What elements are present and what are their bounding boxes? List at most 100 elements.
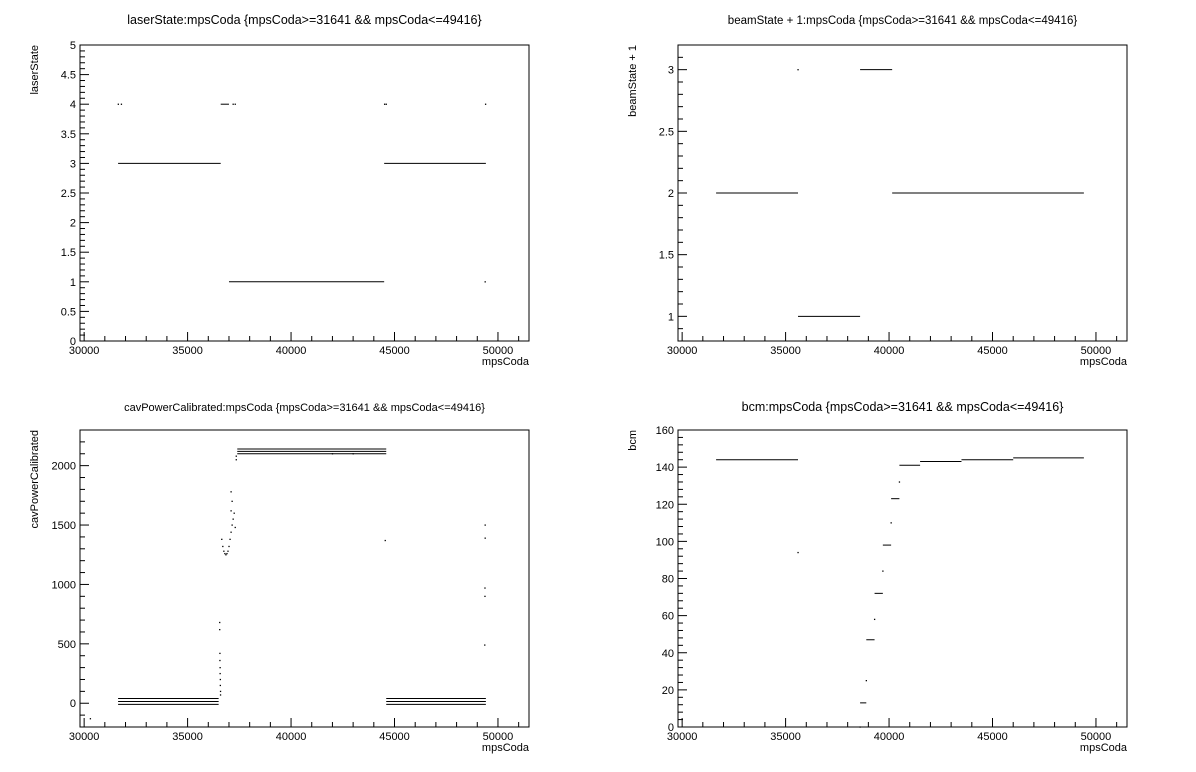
chart-panel-1: beamState + 1:mpsCoda {mpsCoda>=31641 &&… — [627, 15, 1128, 368]
data-point — [223, 550, 225, 552]
data-point — [331, 453, 334, 455]
chart-panel-0: laserState:mpsCoda {mpsCoda>=31641 && mp… — [29, 13, 530, 368]
y-tick-label: 2 — [668, 188, 674, 200]
y-tick-label: 1 — [70, 277, 76, 289]
y-tick-label: 0 — [668, 722, 674, 734]
data-point — [219, 690, 222, 693]
x-tick-label: 30000 — [667, 731, 698, 743]
data-point — [859, 726, 861, 728]
data-point — [219, 628, 221, 631]
data-point — [89, 718, 92, 720]
data-point — [873, 618, 876, 621]
data-point — [484, 524, 486, 526]
plot-frame — [79, 44, 530, 342]
data-point — [226, 552, 228, 555]
data-point — [221, 538, 223, 540]
data-point — [230, 510, 232, 512]
data-point — [225, 554, 227, 556]
data-point — [484, 595, 486, 598]
data-point — [219, 652, 221, 655]
data-point — [890, 522, 892, 524]
data-point — [117, 103, 119, 105]
chart-title: beamState + 1:mpsCoda {mpsCoda>=31641 &&… — [728, 15, 1078, 27]
y-tick-label: 80 — [662, 574, 674, 586]
data-point — [229, 538, 231, 540]
x-tick-label: 40000 — [874, 731, 905, 743]
data-point — [898, 481, 901, 483]
x-tick-label: 30000 — [69, 731, 100, 743]
x-tick-label: 45000 — [379, 345, 410, 357]
y-tick-label: 4.5 — [61, 70, 76, 82]
plot-frame — [79, 429, 530, 728]
x-tick-label: 30000 — [667, 345, 698, 357]
data-point — [233, 512, 235, 514]
y-tick-label: 60 — [662, 611, 674, 623]
data-point — [120, 103, 123, 105]
y-tick-label: 2000 — [52, 461, 76, 473]
y-tick-label: 0.5 — [61, 306, 76, 318]
data-point — [484, 103, 487, 105]
data-point — [219, 621, 221, 624]
chart-panel-3: bcm:mpsCoda {mpsCoda>=31641 && mpsCoda<=… — [627, 400, 1128, 754]
data-point — [234, 103, 236, 105]
y-tick-label: 2 — [70, 218, 76, 230]
data-point — [231, 500, 233, 502]
x-tick-label: 50000 — [1081, 731, 1112, 743]
x-axis-label: mpsCoda — [482, 356, 530, 368]
y-axis-label: laserState — [29, 45, 41, 95]
y-tick-label: 100 — [656, 536, 674, 548]
data-point — [224, 552, 226, 555]
data-point — [219, 684, 221, 687]
x-tick-label: 40000 — [276, 345, 307, 357]
chart-title: cavPowerCalibrated:mpsCoda {mpsCoda>=316… — [124, 402, 485, 414]
y-tick-label: 1.5 — [659, 250, 674, 262]
x-tick-label: 50000 — [483, 345, 514, 357]
y-tick-label: 500 — [58, 639, 76, 651]
y-axis-label: cavPowerCalibrated — [29, 430, 41, 528]
data-point — [882, 570, 884, 572]
data-point — [352, 453, 354, 455]
y-tick-label: 40 — [662, 648, 674, 660]
y-tick-label: 3 — [70, 158, 76, 170]
y-tick-label: 1000 — [52, 579, 76, 591]
x-tick-label: 35000 — [172, 731, 203, 743]
y-tick-label: 4 — [70, 99, 76, 111]
x-tick-label: 50000 — [1081, 345, 1112, 357]
data-point — [219, 659, 221, 662]
data-point — [484, 537, 486, 539]
y-tick-label: 2.5 — [659, 126, 674, 138]
data-point — [228, 545, 230, 548]
data-point — [232, 103, 234, 105]
data-point — [865, 679, 867, 682]
x-tick-label: 35000 — [770, 345, 801, 357]
y-axis-label: bcm — [627, 430, 639, 451]
x-tick-label: 40000 — [874, 345, 905, 357]
data-point — [230, 531, 232, 533]
y-tick-label: 1500 — [52, 520, 76, 532]
x-tick-label: 30000 — [69, 345, 100, 357]
x-tick-label: 35000 — [172, 345, 203, 357]
x-axis-label: mpsCoda — [1080, 742, 1128, 754]
data-point — [219, 667, 221, 669]
x-axis-label: mpsCoda — [1080, 356, 1128, 368]
y-tick-label: 3.5 — [61, 129, 76, 141]
y-axis-label: beamState + 1 — [627, 45, 639, 117]
data-point — [484, 281, 486, 283]
y-tick-label: 160 — [656, 425, 674, 437]
chart-title: laserState:mpsCoda {mpsCoda>=31641 && mp… — [127, 13, 481, 27]
data-point — [797, 551, 799, 554]
data-point — [219, 694, 222, 696]
data-point — [219, 672, 221, 675]
data-point — [234, 526, 236, 529]
x-tick-label: 40000 — [276, 731, 307, 743]
y-tick-label: 140 — [656, 462, 674, 474]
x-axis-label: mpsCoda — [482, 742, 530, 754]
data-point — [383, 103, 386, 105]
data-point — [231, 524, 233, 526]
data-point — [222, 545, 224, 548]
data-point — [235, 459, 237, 461]
x-tick-label: 35000 — [770, 731, 801, 743]
plot-frame — [677, 429, 1128, 728]
y-tick-label: 120 — [656, 499, 674, 511]
data-point — [384, 539, 386, 542]
